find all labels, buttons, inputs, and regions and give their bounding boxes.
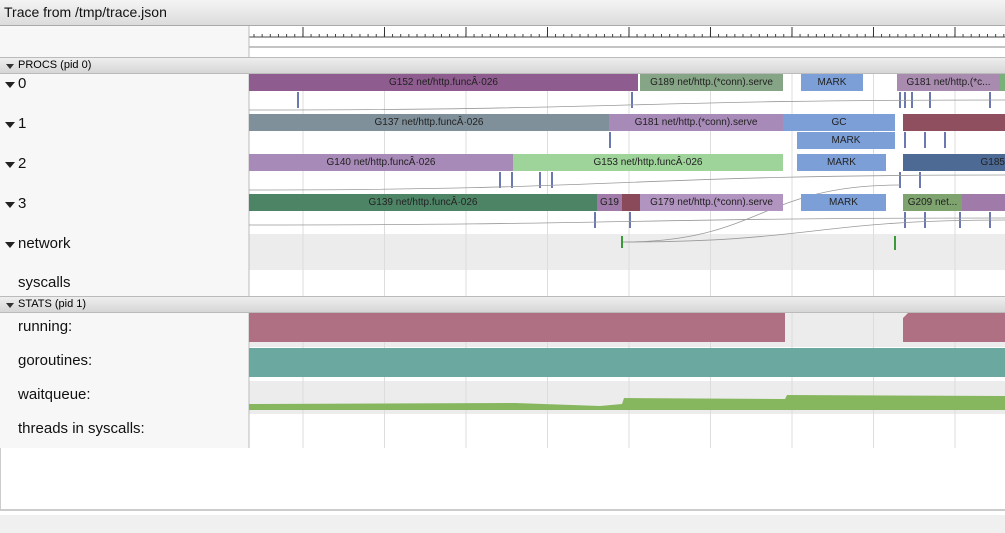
slice[interactable]: G152 net/http.funcÂ·026 xyxy=(249,74,638,91)
extra-slice xyxy=(903,114,1005,131)
flow-arrow xyxy=(248,217,1005,226)
row-label: 0 xyxy=(18,75,27,92)
slice[interactable]: MARK xyxy=(801,74,863,91)
extra-slice xyxy=(622,194,640,211)
slice[interactable]: G140 net/http.funcÂ·026 xyxy=(249,154,513,171)
expand-arrow xyxy=(5,122,15,128)
slice[interactable]: G19 xyxy=(597,194,622,211)
row-label: 1 xyxy=(18,115,27,132)
stat-label: running: xyxy=(18,318,73,335)
flow-arrow xyxy=(621,219,1005,243)
flow-arrow xyxy=(248,174,1005,191)
network-bg xyxy=(249,234,1005,270)
waitqueue-area xyxy=(249,395,1005,410)
goroutines-area xyxy=(249,348,1005,377)
row-label: syscalls xyxy=(18,274,71,291)
slice[interactable]: G179 net/http.(*conn).serve xyxy=(640,194,783,211)
row-label: network xyxy=(18,235,71,252)
expand-arrow xyxy=(5,242,15,248)
slice[interactable]: G189 net/http.(*conn).serve xyxy=(640,74,783,91)
slice[interactable]: MARK xyxy=(801,194,886,211)
extra-slice xyxy=(1000,74,1005,91)
ruler xyxy=(249,26,1005,57)
stat-label: waitqueue: xyxy=(18,386,91,403)
slice[interactable]: G153 net/http.funcÂ·026 xyxy=(513,154,783,171)
slice[interactable]: MARK xyxy=(797,132,895,149)
title: Trace from /tmp/trace.json xyxy=(4,4,167,20)
stat-label: goroutines: xyxy=(18,352,93,369)
slice[interactable]: G139 net/http.funcÂ·026 xyxy=(249,194,597,211)
expand-arrow xyxy=(5,82,15,88)
slice[interactable]: GC xyxy=(783,114,895,131)
running-area xyxy=(249,313,785,342)
slice[interactable]: G181 net/http.(*c... xyxy=(897,74,1000,91)
flow-arrow xyxy=(621,184,901,243)
slice[interactable]: G181 net/http.(*conn).serve xyxy=(609,114,783,131)
row-label: 2 xyxy=(18,155,27,172)
slice[interactable]: MARK xyxy=(797,154,886,171)
running-area xyxy=(903,313,1005,342)
row-label: 3 xyxy=(18,195,27,212)
flow-arrow xyxy=(248,99,1005,111)
slice[interactable]: G137 net/http.funcÂ·026 xyxy=(249,114,609,131)
section-header: STATS (pid 1) xyxy=(0,296,1005,313)
bottom-bar xyxy=(0,515,1005,533)
stat-label: threads in syscalls: xyxy=(18,420,145,437)
expand-arrow xyxy=(5,162,15,168)
slice[interactable]: G209 net... xyxy=(903,194,962,211)
slice[interactable]: G185 xyxy=(903,154,1005,171)
section-header: PROCS (pid 0) xyxy=(0,57,1005,74)
title-bar: Trace from /tmp/trace.json xyxy=(0,0,1005,26)
expand-arrow xyxy=(5,202,15,208)
label-column xyxy=(0,26,249,448)
extra-slice xyxy=(962,194,1005,211)
section-title: PROCS (pid 0) xyxy=(18,59,92,71)
section-title: STATS (pid 1) xyxy=(18,298,87,310)
